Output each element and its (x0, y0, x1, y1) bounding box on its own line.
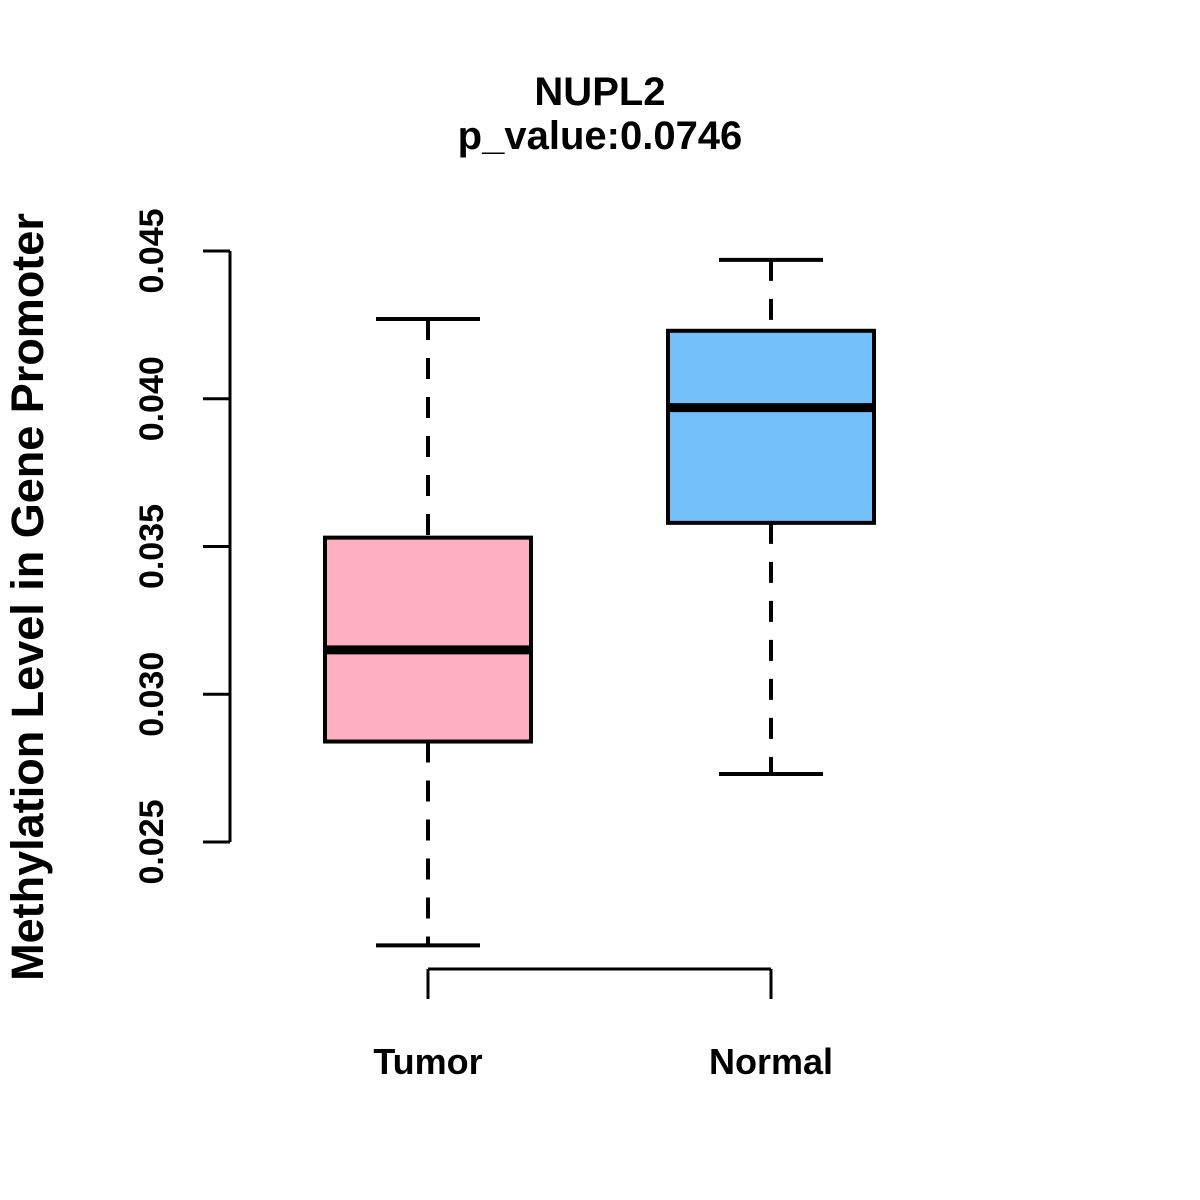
x-category-label-tumor: Tumor (373, 1041, 482, 1082)
y-tick-label: 0.035 (133, 504, 171, 589)
y-axis-title: Methylation Level in Gene Promoter (2, 213, 53, 981)
box-normal (666, 257, 876, 777)
y-tick-label: 0.030 (133, 652, 171, 737)
y-axis: 0.025 0.030 0.035 0.040 0.045 (133, 208, 232, 885)
y-tick-label: 0.040 (133, 356, 171, 441)
chart-title: NUPL2 (534, 70, 665, 114)
x-axis (426, 967, 773, 999)
iqr-box (666, 328, 876, 525)
x-category-label-normal: Normal (709, 1041, 833, 1082)
iqr-box (323, 535, 533, 744)
y-tick-label: 0.025 (133, 799, 171, 884)
y-tick-label: 0.045 (133, 208, 171, 293)
chart-subtitle: p_value:0.0746 (458, 114, 743, 158)
boxplot-series (323, 257, 876, 948)
box-tumor (323, 316, 533, 948)
